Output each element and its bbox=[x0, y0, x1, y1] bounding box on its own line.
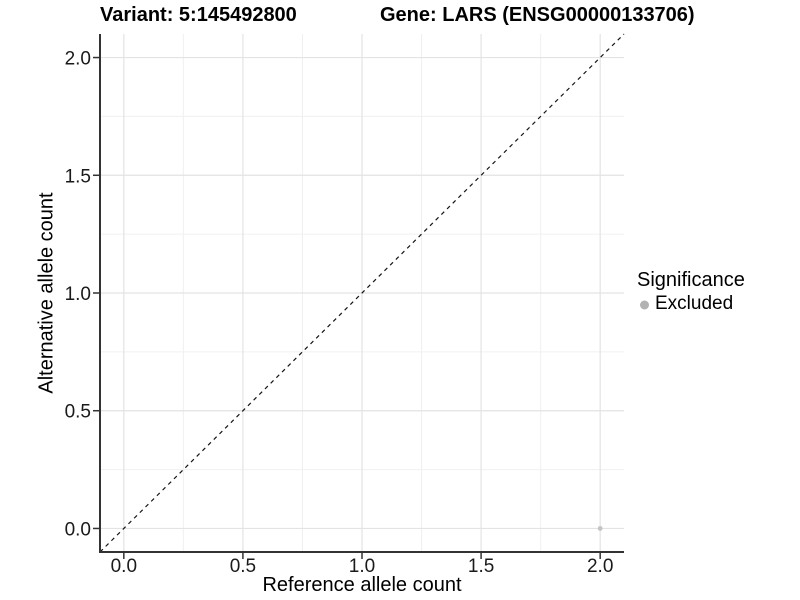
x-tick-label: 0.5 bbox=[230, 556, 256, 577]
legend: Significance Excluded bbox=[637, 268, 745, 315]
data-point bbox=[597, 526, 603, 531]
x-tick-label: 1.0 bbox=[349, 556, 375, 577]
y-tick-label: 1.0 bbox=[65, 284, 91, 305]
excluded-point-icon bbox=[640, 300, 649, 309]
y-tick-label: 0.0 bbox=[65, 519, 91, 540]
legend-item-excluded: Excluded bbox=[637, 293, 745, 315]
identity-dashed-line bbox=[99, 33, 625, 553]
x-tick-label: 0.0 bbox=[111, 556, 137, 577]
x-tick-label: 2.0 bbox=[587, 556, 613, 577]
variant-title: Variant: 5:145492800 bbox=[100, 4, 297, 26]
legend-item-label: Excluded bbox=[655, 293, 734, 314]
x-axis-title: Reference allele count bbox=[262, 574, 462, 596]
y-tick-label: 1.5 bbox=[65, 166, 91, 187]
y-axis-title: Alternative allele count bbox=[35, 192, 58, 394]
x-tick-label: 1.5 bbox=[468, 556, 494, 577]
y-tick-label: 0.5 bbox=[65, 402, 91, 423]
y-tick-label: 2.0 bbox=[65, 49, 91, 70]
gene-title: Gene: LARS (ENSG00000133706) bbox=[380, 4, 695, 26]
legend-title: Significance bbox=[637, 269, 745, 291]
